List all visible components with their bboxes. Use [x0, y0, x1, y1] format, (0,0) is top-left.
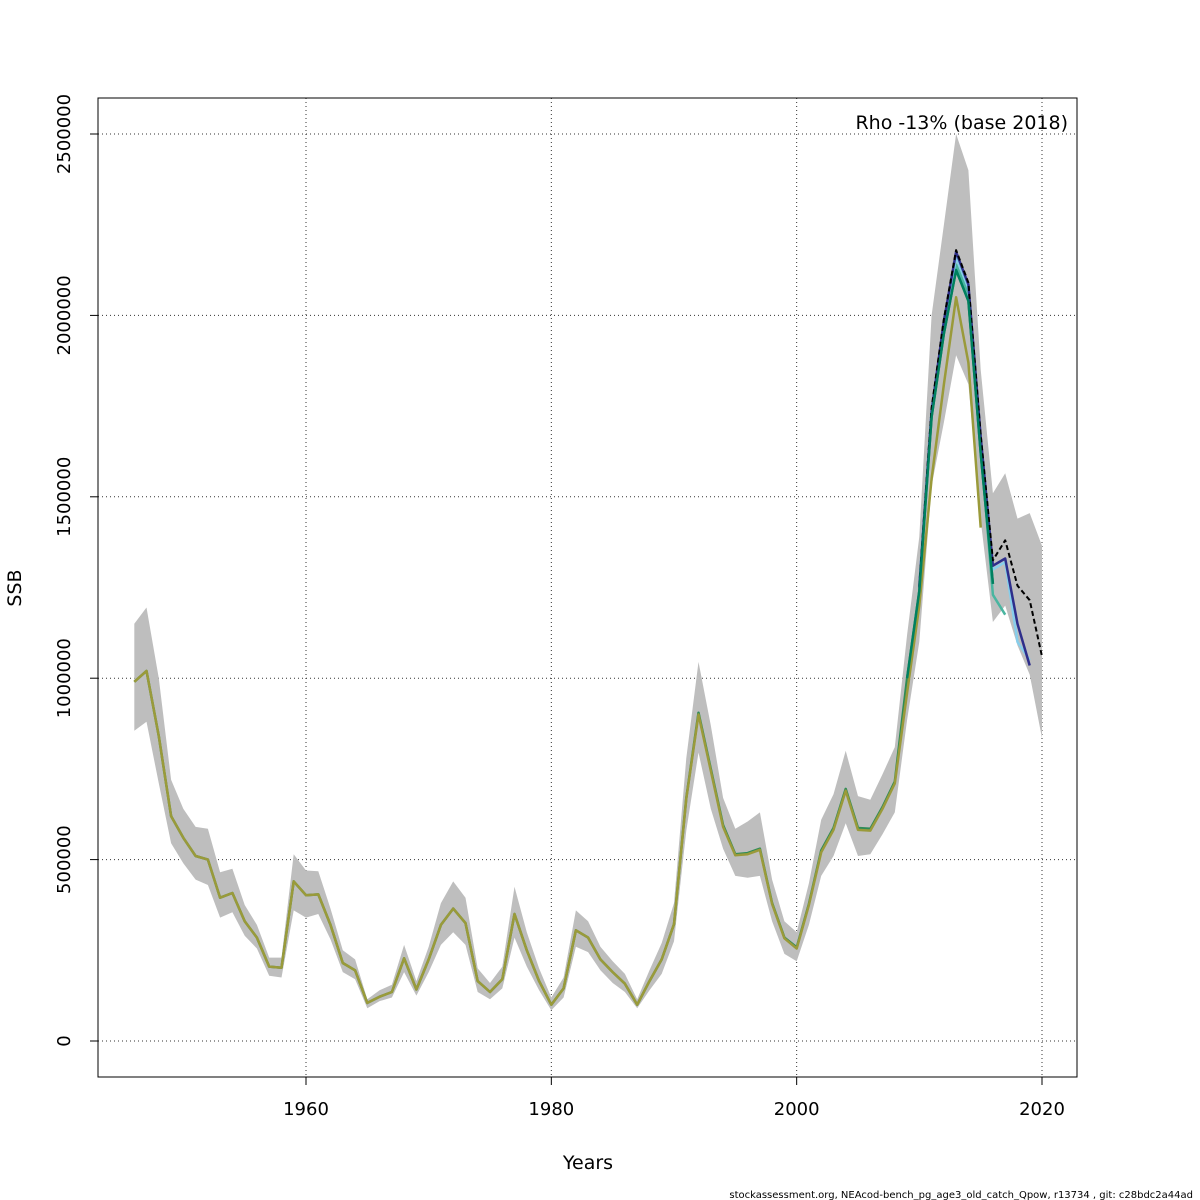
series-line-2: [133, 296, 982, 1006]
confidence-band: [134, 134, 1043, 1011]
series-line-7: [905, 268, 995, 679]
y-axis: 0 500000 1000000 1500000 2000000 2500000: [54, 94, 98, 1047]
y-tick-label: 2500000: [54, 94, 75, 174]
y-tick-label: 1000000: [54, 638, 75, 718]
y-tick-label: 500000: [54, 825, 75, 894]
y-tick-label: 2000000: [54, 275, 75, 355]
rho-annotation: Rho -13% (base 2018): [855, 112, 1068, 134]
footer-caption: stockassessment.org, NEAcod-bench_pg_age…: [729, 1190, 1193, 1200]
plot-frame: [97, 97, 1078, 1078]
x-tick-label: 2000: [774, 1099, 820, 1120]
x-tick-label: 1980: [528, 1099, 574, 1120]
y-tick-label: 1500000: [54, 457, 75, 537]
x-tick-label: 2020: [1019, 1099, 1065, 1120]
series-lines: [133, 249, 1043, 1006]
y-axis-title: SSB: [4, 569, 26, 606]
x-tick-label: 1960: [283, 1099, 329, 1120]
series-line-1: [133, 268, 995, 1006]
x-axis: 1960 1980 2000 2020: [283, 1077, 1065, 1120]
series-line-6: [918, 249, 1043, 657]
x-axis-title: Years: [562, 1152, 613, 1174]
y-tick-label: 0: [54, 1035, 75, 1046]
